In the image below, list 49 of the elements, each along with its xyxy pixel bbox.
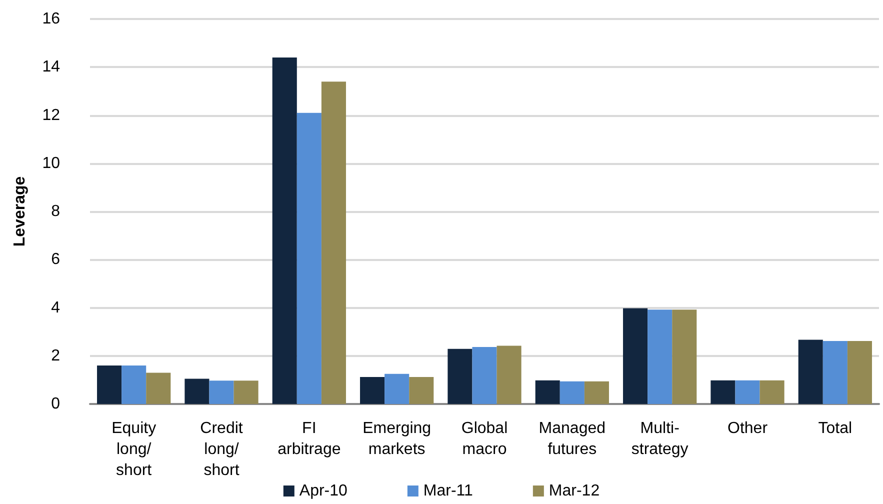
y-axis-title: Leverage [12, 176, 28, 247]
bar [209, 380, 234, 404]
y-tick-label: 16 [42, 10, 60, 28]
bar [360, 377, 385, 404]
bar [623, 308, 648, 404]
x-tick-label: Equity long/ short [112, 420, 156, 479]
bar [296, 112, 322, 404]
bar [272, 58, 297, 404]
bar [535, 380, 560, 404]
y-tick-label: 10 [42, 154, 60, 172]
bar [384, 374, 410, 404]
legend-label: Mar-12 [548, 482, 600, 500]
bar [496, 346, 522, 404]
y-tick-label: 0 [51, 396, 60, 412]
bar [735, 380, 760, 404]
bar [448, 348, 472, 404]
y-tick-label: 4 [51, 299, 60, 316]
bar [822, 340, 848, 404]
bar [97, 366, 122, 404]
x-tick-label: Credit long/ short [200, 420, 244, 479]
x-tick-label: FI arbitrage [278, 420, 341, 458]
legend-label: Apr-10 [299, 482, 348, 500]
bar [146, 372, 171, 404]
bar [122, 366, 146, 404]
y-tick-label: 8 [51, 203, 60, 220]
x-tick-label: Other [727, 420, 768, 437]
x-tick-label: Managed futures [538, 420, 606, 458]
bar [321, 82, 346, 404]
bar [234, 380, 258, 404]
bar [560, 381, 584, 404]
x-tick-label: Total [818, 420, 852, 437]
y-tick-label: 2 [51, 347, 60, 364]
bar [798, 340, 823, 404]
x-tick-label: Global macro [461, 420, 508, 458]
x-tick-label: Emerging markets [362, 420, 432, 458]
bar [760, 380, 784, 404]
bar [847, 340, 872, 404]
bar [584, 381, 609, 404]
y-tick-label: 14 [42, 58, 60, 76]
bar [409, 377, 434, 404]
legend-label: Mar-11 [423, 482, 474, 500]
bar [672, 310, 697, 404]
y-tick-label: 12 [42, 106, 60, 124]
bar [648, 310, 672, 404]
bar [184, 378, 210, 404]
bar [472, 346, 497, 404]
bar [710, 380, 736, 404]
x-tick-label: Multi- strategy [631, 420, 688, 458]
y-tick-label: 6 [51, 251, 60, 268]
